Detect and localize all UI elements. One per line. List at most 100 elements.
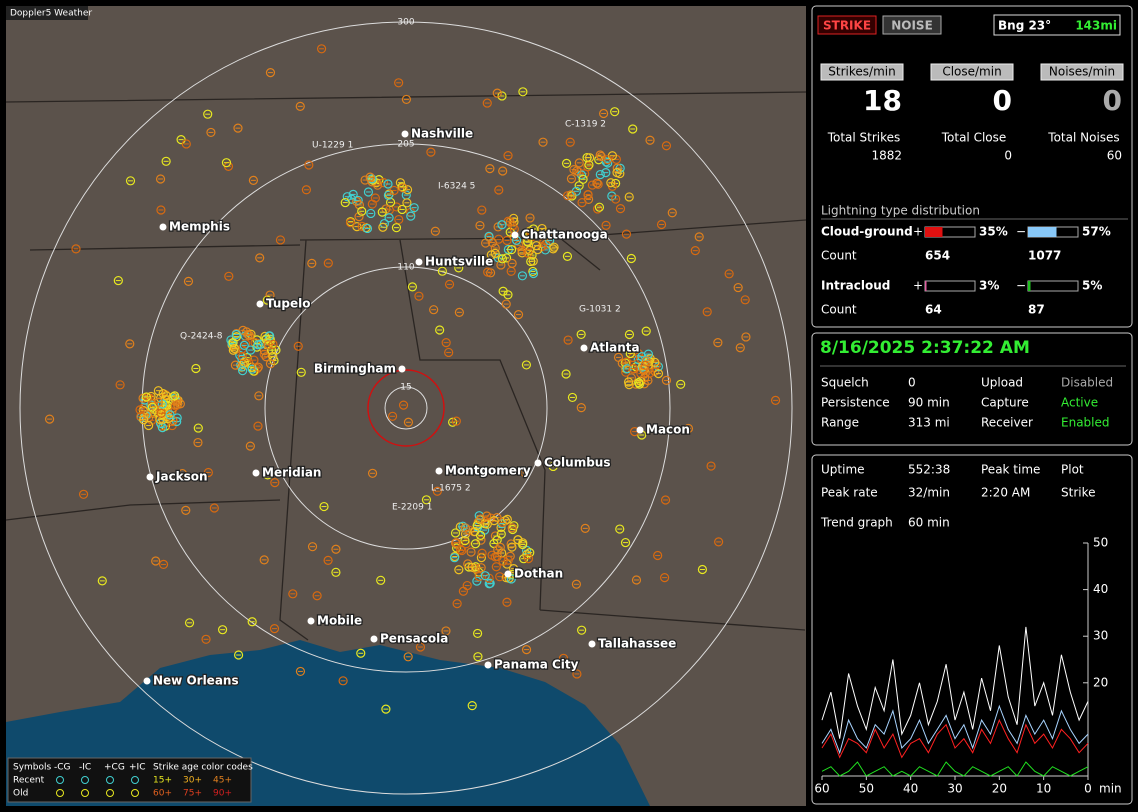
strike — [397, 182, 407, 192]
total-value: 0 — [1004, 149, 1012, 163]
y-tick-label: 30 — [1093, 629, 1108, 643]
dist-count: 1077 — [1028, 249, 1061, 263]
strike — [406, 211, 416, 221]
rate-label: Noises/min — [1049, 65, 1115, 79]
rate-value: 0 — [1103, 84, 1122, 117]
strike — [733, 282, 743, 293]
dist-track — [924, 280, 976, 292]
strike — [645, 135, 655, 145]
strike — [153, 397, 163, 407]
city-label: Jackson — [155, 470, 208, 484]
strike — [489, 516, 499, 526]
city-label: Dothan — [514, 567, 563, 581]
strike — [494, 185, 504, 195]
legend-box — [7, 757, 252, 803]
setting: Persistence — [821, 396, 890, 410]
strike — [295, 666, 306, 677]
strike — [474, 571, 484, 582]
strike — [402, 198, 412, 208]
strike — [293, 341, 303, 351]
legend-age: 75+ — [183, 789, 202, 799]
strike — [518, 539, 528, 550]
cell-label: G-1031 2 — [579, 305, 621, 315]
dist-sign: − — [1016, 279, 1026, 293]
strike — [97, 576, 107, 586]
legend-symbol — [56, 776, 64, 784]
strike — [455, 544, 466, 554]
strike — [301, 185, 311, 195]
dist-count: 654 — [925, 249, 950, 263]
strike — [354, 211, 364, 222]
strike — [493, 545, 503, 555]
strike — [295, 101, 305, 111]
x-tick-label: 20 — [992, 782, 1007, 796]
setting: Capture — [981, 396, 1029, 410]
count-label: Count — [821, 303, 857, 317]
strike — [501, 253, 512, 263]
trend-box — [811, 454, 1133, 805]
setting: Active — [1061, 396, 1098, 410]
strike — [181, 505, 191, 515]
side-panel: STRIKE NOISE Bng 23° 143mi Lightning typ… — [811, 5, 1133, 805]
strike — [480, 238, 491, 248]
strike — [139, 415, 149, 425]
strike — [476, 563, 486, 573]
strike — [238, 366, 248, 376]
strike — [441, 626, 451, 636]
strike — [520, 468, 530, 478]
strike — [517, 271, 528, 281]
strike — [565, 137, 575, 147]
city-dot — [146, 473, 154, 481]
strike — [485, 164, 495, 174]
setting: Range — [821, 416, 859, 430]
strike-toggle[interactable] — [817, 15, 877, 35]
strike — [724, 269, 734, 279]
total-label: Total Noises — [1047, 131, 1119, 145]
strike — [316, 44, 327, 54]
strike — [387, 411, 398, 421]
strike — [498, 166, 508, 176]
strike — [331, 567, 341, 577]
noise-toggle[interactable] — [882, 15, 942, 35]
strike — [230, 360, 240, 370]
strike — [583, 189, 593, 200]
strike — [367, 174, 377, 184]
x-unit: min — [1099, 782, 1122, 796]
strike — [631, 575, 642, 585]
strike — [221, 158, 232, 168]
city-dot — [398, 365, 406, 373]
strike — [254, 391, 264, 401]
x-tick-label: 30 — [947, 782, 962, 796]
strike — [441, 338, 451, 348]
cell-label: I-6324 5 — [438, 182, 475, 192]
strike — [259, 349, 269, 359]
city-label: Atlanta — [590, 341, 640, 355]
strike — [161, 156, 171, 166]
city-label: Nashville — [411, 127, 473, 141]
strike — [261, 334, 271, 344]
city-dot — [504, 570, 512, 578]
distance: 143mi — [1075, 19, 1117, 33]
strike — [624, 329, 635, 340]
strike — [458, 521, 468, 531]
strike — [484, 579, 494, 589]
city-dot — [401, 130, 409, 138]
strike — [613, 352, 624, 362]
legend-age: 30+ — [183, 776, 202, 786]
y-tick-label: 40 — [1093, 582, 1108, 596]
strike — [255, 253, 265, 263]
strike — [466, 547, 476, 557]
city-dot — [256, 300, 264, 308]
strike — [595, 150, 605, 160]
strike — [502, 597, 512, 607]
strike — [246, 345, 256, 355]
strike — [136, 411, 146, 422]
strike — [566, 174, 577, 184]
city-label: Panama City — [494, 658, 579, 672]
strike — [507, 542, 517, 552]
strike — [244, 330, 255, 341]
strike — [249, 355, 259, 365]
stat: 2:20 AM — [981, 486, 1030, 500]
strike — [563, 335, 573, 345]
strike — [585, 153, 595, 163]
